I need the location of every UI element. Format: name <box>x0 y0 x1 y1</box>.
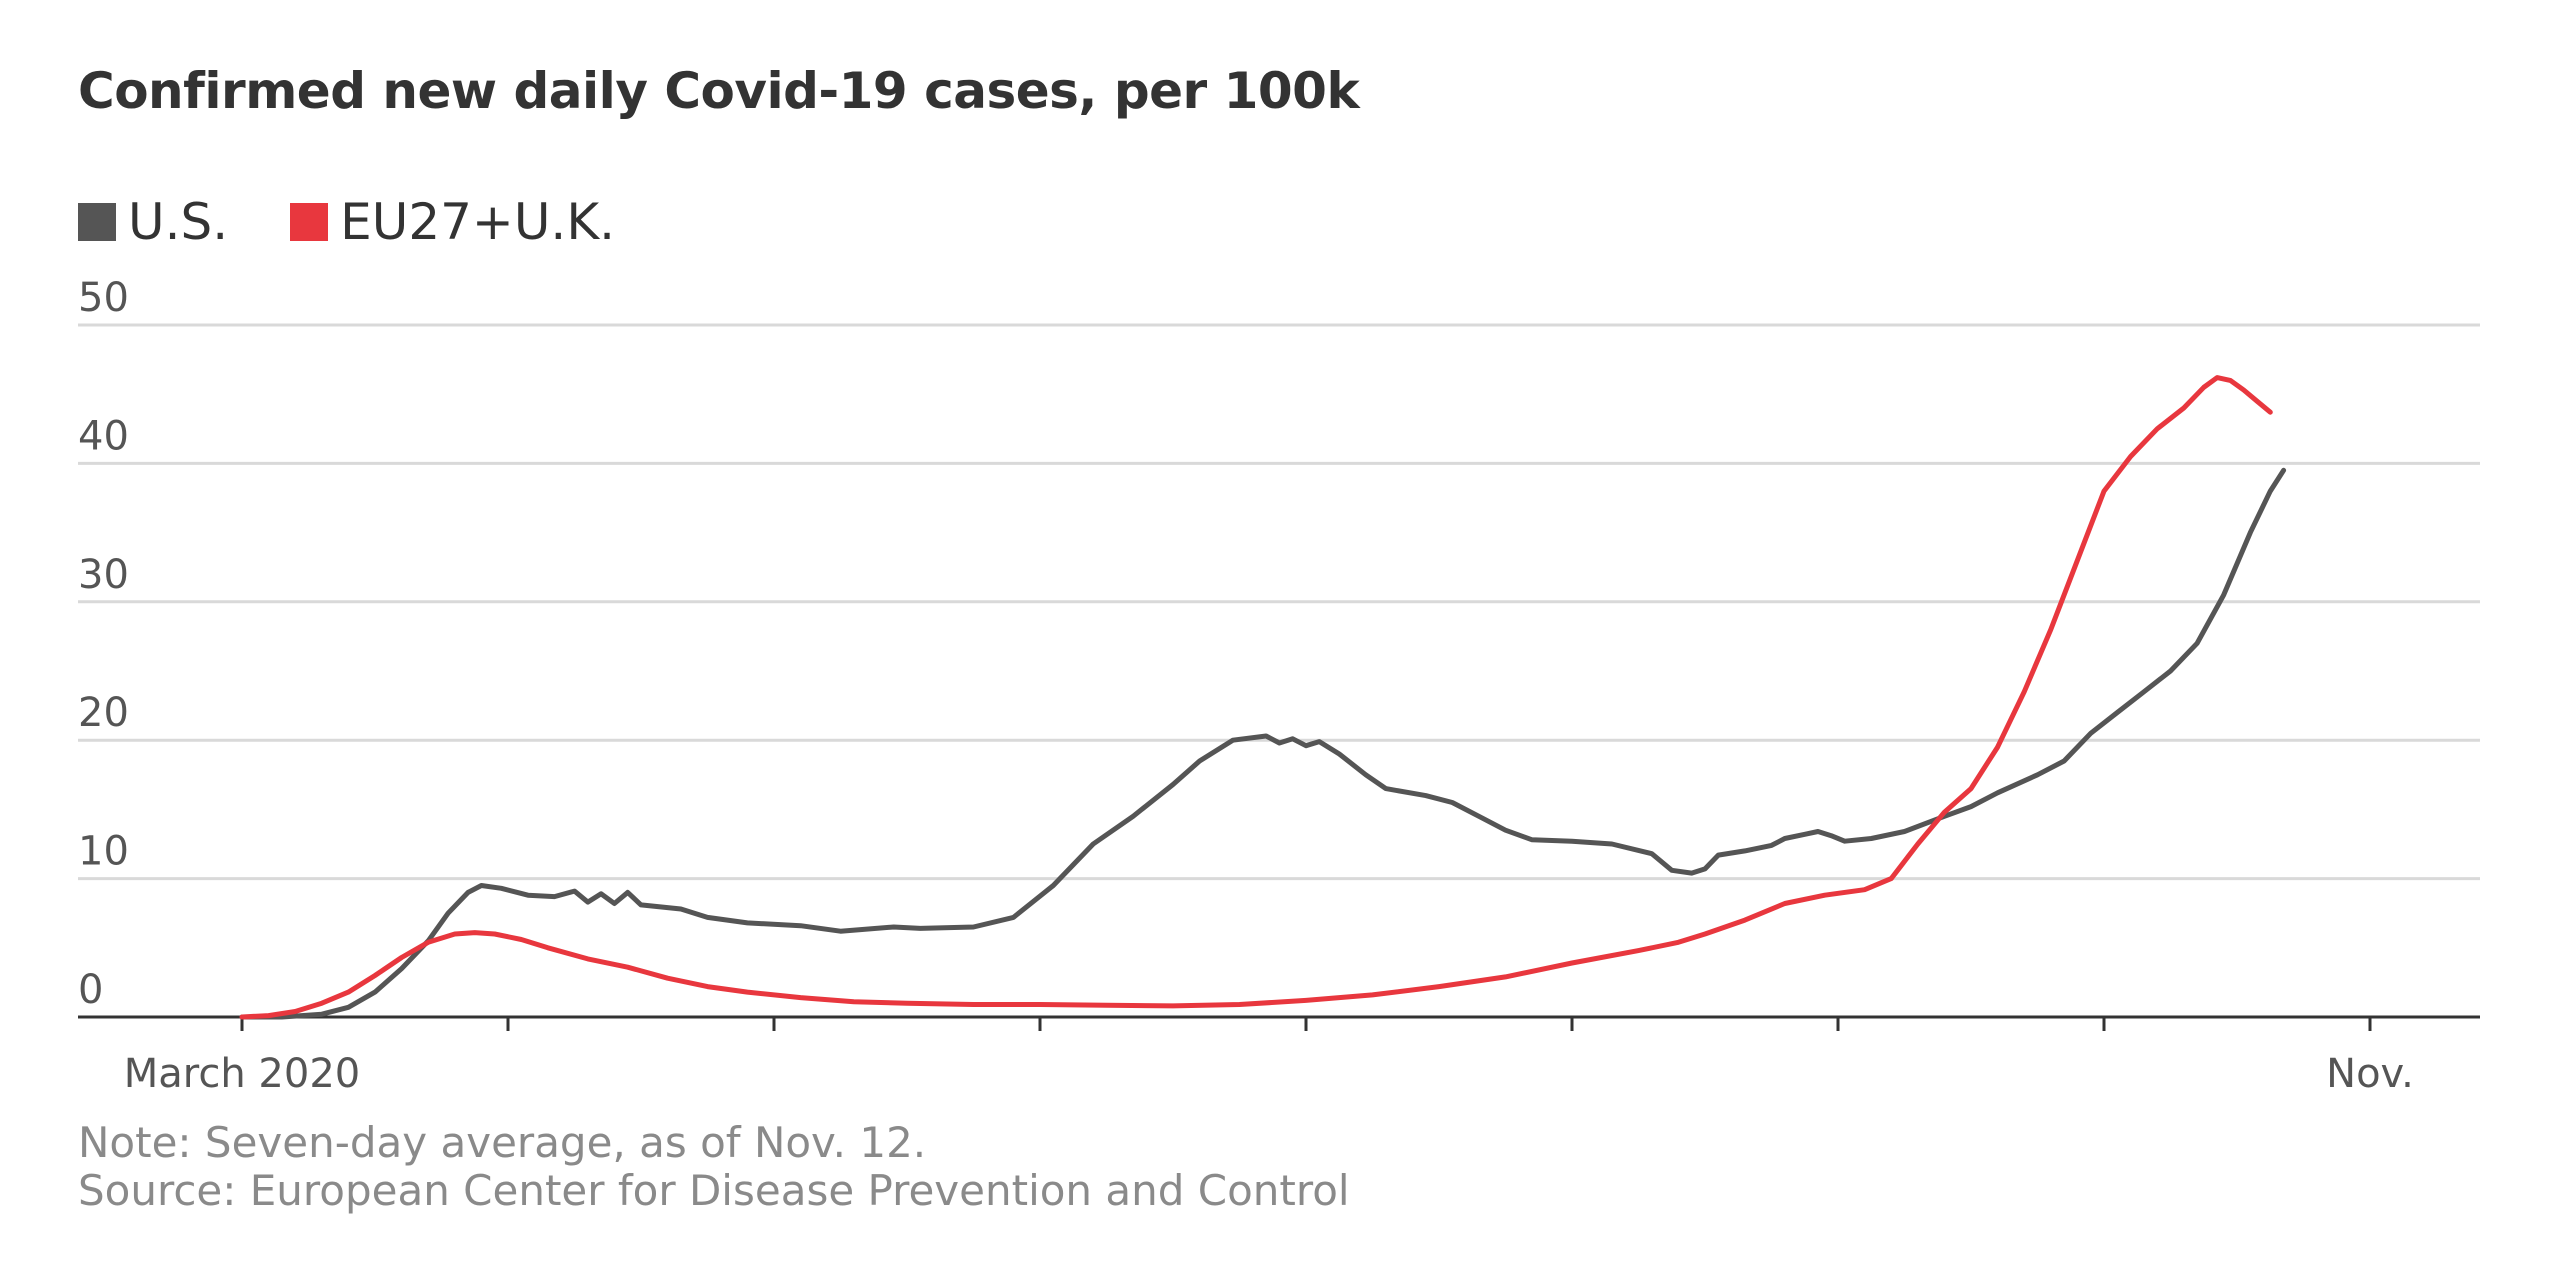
chart-note: Note: Seven-day average, as of Nov. 12. <box>78 1118 927 1167</box>
legend-swatch-eu <box>290 203 329 241</box>
legend-label-eu: EU27+U.K. <box>340 193 616 251</box>
legend: U.S. EU27+U.K. <box>78 192 677 252</box>
chart-title: Confirmed new daily Covid-19 cases, per … <box>78 62 1360 120</box>
series-line-us <box>239 467 2287 1020</box>
y-tick-label-40: 40 <box>78 413 129 459</box>
y-tick-label-30: 30 <box>78 552 129 598</box>
y-tick-label-20: 20 <box>78 690 129 736</box>
x-tick-label-0: March 2020 <box>124 1051 360 1097</box>
legend-swatch-us <box>78 203 116 241</box>
chart-source: Source: European Center for Disease Prev… <box>78 1166 1350 1215</box>
legend-item-us: U.S. <box>78 193 228 251</box>
y-tick-label-50: 50 <box>78 275 129 321</box>
legend-label-us: U.S. <box>128 193 229 251</box>
series-line-eu <box>239 375 2273 1020</box>
y-tick-label-10: 10 <box>78 829 129 875</box>
x-tick-label-1: Nov. <box>2326 1051 2414 1097</box>
legend-item-eu: EU27+U.K. <box>290 193 615 251</box>
y-tick-label-0: 0 <box>78 967 103 1013</box>
